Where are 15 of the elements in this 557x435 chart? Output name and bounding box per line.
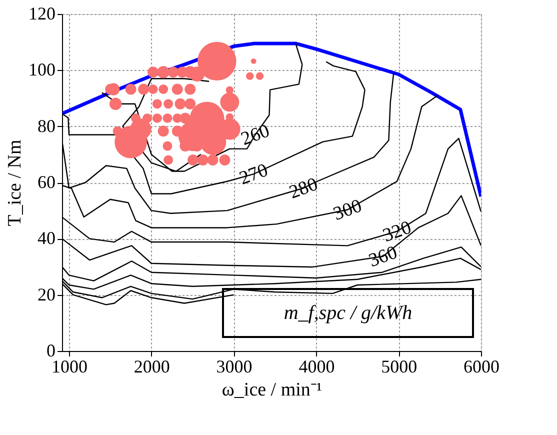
y-tick-label: 80	[38, 116, 56, 136]
y-axis-title: T_ice / Nm	[4, 140, 26, 226]
y-tick-label: 20	[38, 284, 56, 304]
y-tick-label: 120	[28, 4, 56, 24]
x-axis-title: ω_ice / min⁻¹	[222, 380, 322, 400]
annotation: m_f,spc / g/kWh	[284, 302, 412, 324]
x-tick-label: 4000	[298, 356, 335, 376]
y-tick-label: 40	[38, 228, 56, 248]
y-tick-label: 60	[38, 172, 56, 192]
annotation: 270	[236, 160, 271, 190]
x-tick-label: 2000	[134, 356, 170, 376]
x-tick-label: 3000	[216, 356, 252, 376]
y-tick-label: 100	[28, 60, 56, 80]
x-tick-label: 6000	[464, 356, 500, 376]
x-tick-label: 5000	[381, 356, 418, 376]
